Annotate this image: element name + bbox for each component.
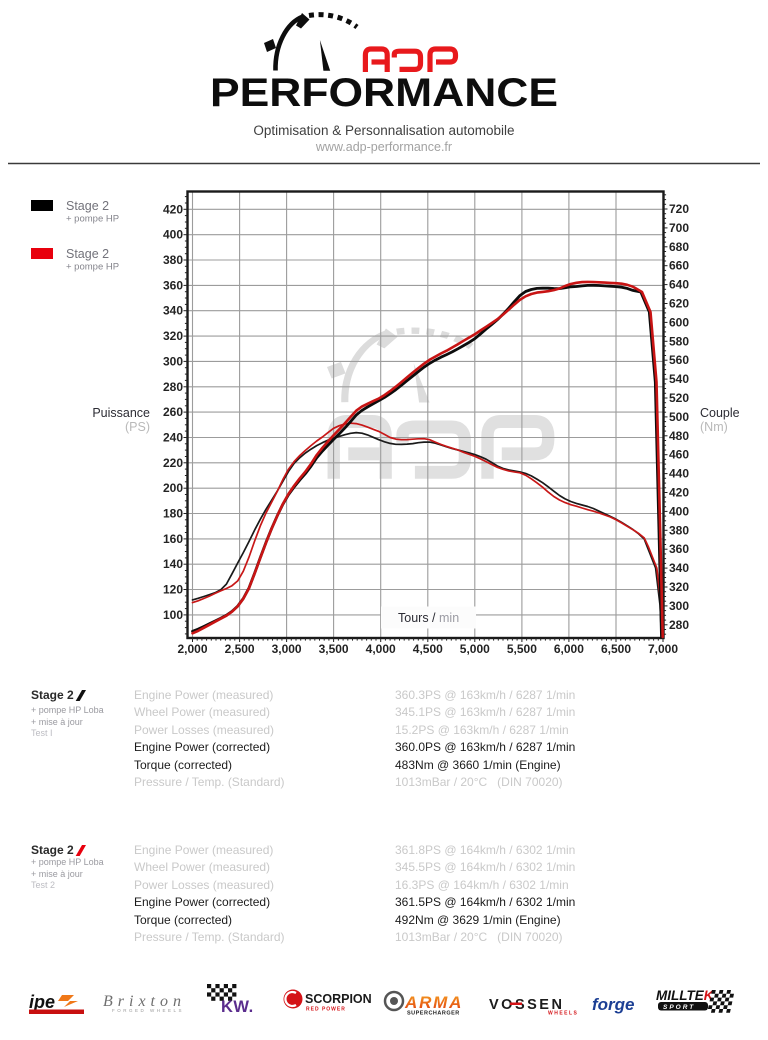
svg-text:340: 340 <box>163 304 183 318</box>
svg-text:220: 220 <box>163 456 183 470</box>
svg-text:WHEELS: WHEELS <box>548 1011 578 1017</box>
svg-text:240: 240 <box>163 431 183 445</box>
svg-text:320: 320 <box>163 329 183 343</box>
svg-text:680: 680 <box>669 240 689 254</box>
svg-text:660: 660 <box>669 259 689 273</box>
svg-text:Stage 2: Stage 2 <box>66 247 109 261</box>
svg-text:140: 140 <box>163 557 183 571</box>
svg-text:300: 300 <box>669 599 689 613</box>
svg-text:180: 180 <box>163 507 183 521</box>
svg-text:380: 380 <box>669 523 689 537</box>
svg-text:4,000: 4,000 <box>366 642 396 656</box>
svg-text:200: 200 <box>163 481 183 495</box>
svg-text:+ pompe HP: + pompe HP <box>66 214 119 225</box>
svg-text:PERFORMANCE: PERFORMANCE <box>210 71 558 115</box>
svg-text:FORGED WHEELS: FORGED WHEELS <box>112 1008 184 1013</box>
svg-text:420: 420 <box>163 202 183 216</box>
svg-text:Tours / min: Tours / min <box>398 611 459 625</box>
svg-text:600: 600 <box>669 315 689 329</box>
svg-text:Puissance: Puissance <box>92 406 150 420</box>
svg-text:280: 280 <box>163 380 183 394</box>
svg-text:(PS): (PS) <box>125 420 150 434</box>
svg-text:100: 100 <box>163 608 183 622</box>
svg-text:420: 420 <box>669 486 689 500</box>
svg-text:400: 400 <box>163 228 183 242</box>
svg-text:700: 700 <box>669 221 689 235</box>
svg-text:360: 360 <box>163 278 183 292</box>
svg-text:VOSSEN: VOSSEN <box>489 997 564 1013</box>
svg-text:www.adp-performance.fr: www.adp-performance.fr <box>315 140 452 154</box>
svg-text:2,500: 2,500 <box>225 642 255 656</box>
svg-text:Optimisation & Personnalisatio: Optimisation & Personnalisation automobi… <box>253 123 514 138</box>
svg-text:KW.: KW. <box>221 998 254 1016</box>
svg-text:5,000: 5,000 <box>460 642 490 656</box>
svg-text:MILLTEK: MILLTEK <box>656 988 715 1003</box>
svg-text:560: 560 <box>669 353 689 367</box>
svg-text:540: 540 <box>669 372 689 386</box>
svg-text:720: 720 <box>669 202 689 216</box>
svg-text:3,000: 3,000 <box>272 642 302 656</box>
svg-text:520: 520 <box>669 391 689 405</box>
svg-text:440: 440 <box>669 467 689 481</box>
svg-text:2,000: 2,000 <box>177 642 207 656</box>
svg-text:forge: forge <box>592 995 635 1014</box>
svg-text:400: 400 <box>669 504 689 518</box>
svg-text:6,500: 6,500 <box>601 642 631 656</box>
svg-text:Stage 2: Stage 2 <box>66 199 109 213</box>
svg-text:580: 580 <box>669 334 689 348</box>
svg-text:260: 260 <box>163 405 183 419</box>
svg-text:RED POWER: RED POWER <box>306 1007 346 1013</box>
svg-text:280: 280 <box>669 618 689 632</box>
svg-text:6,000: 6,000 <box>554 642 584 656</box>
svg-text:7,000: 7,000 <box>648 642 678 656</box>
svg-text:380: 380 <box>163 253 183 267</box>
svg-text:4,500: 4,500 <box>413 642 443 656</box>
svg-text:SPORT: SPORT <box>663 1004 695 1011</box>
svg-text:480: 480 <box>669 429 689 443</box>
svg-text:5,500: 5,500 <box>507 642 537 656</box>
svg-text:640: 640 <box>669 278 689 292</box>
svg-text:3,500: 3,500 <box>319 642 349 656</box>
svg-text:620: 620 <box>669 297 689 311</box>
svg-text:SUPERCHARGER: SUPERCHARGER <box>407 1011 460 1017</box>
svg-text:120: 120 <box>163 583 183 597</box>
svg-text:340: 340 <box>669 561 689 575</box>
svg-text:Brixton: Brixton <box>103 993 181 1010</box>
svg-text:+ pompe HP: + pompe HP <box>66 262 119 273</box>
svg-text:360: 360 <box>669 542 689 556</box>
svg-text:160: 160 <box>163 532 183 546</box>
svg-text:Couple: Couple <box>700 406 740 420</box>
svg-text:ARMA: ARMA <box>404 993 463 1012</box>
svg-text:(Nm): (Nm) <box>700 420 728 434</box>
svg-text:SCORPION: SCORPION <box>305 992 372 1006</box>
svg-text:320: 320 <box>669 580 689 594</box>
svg-text:460: 460 <box>669 448 689 462</box>
svg-text:500: 500 <box>669 410 689 424</box>
svg-text:300: 300 <box>163 354 183 368</box>
svg-text:ipe: ipe <box>29 992 55 1012</box>
